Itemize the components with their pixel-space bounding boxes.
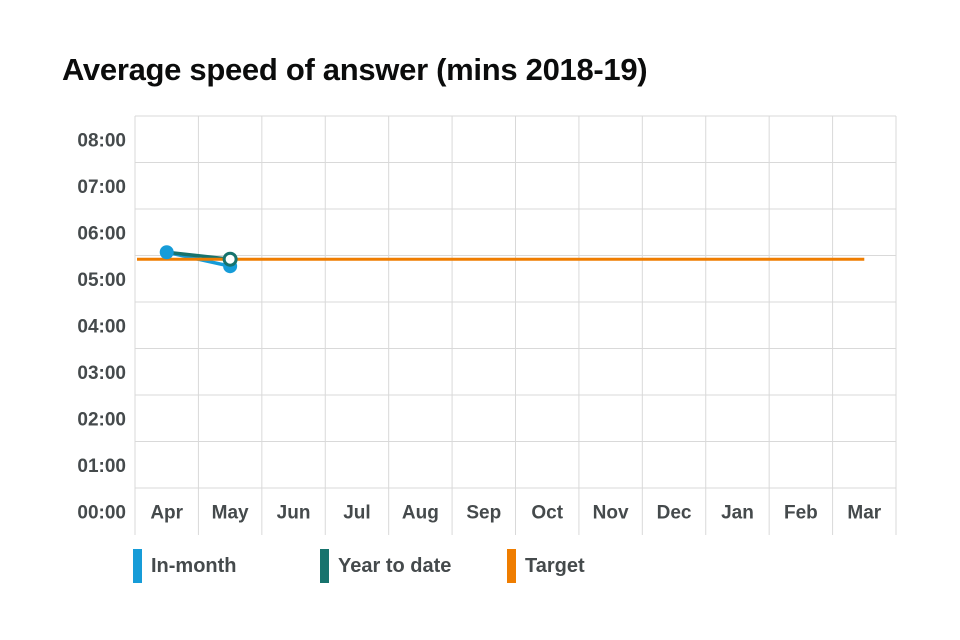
x-axis-month-label: Feb — [784, 502, 818, 523]
line-chart-canvas: 08:00 07:00 06:00 05:00 04:00 03:00 02:00 01:00… — [77, 115, 897, 535]
x-axis-month-label: Apr — [150, 502, 183, 523]
year-to-date-swatch-icon — [320, 549, 329, 583]
y-axis-tick-label: 05:00 — [77, 270, 126, 291]
in-month-swatch-icon — [133, 549, 142, 583]
y-axis-tick-label: 04:00 — [77, 316, 126, 337]
x-axis-month-label: Jun — [277, 502, 311, 523]
y-axis-tick-label: 00:00 — [77, 502, 126, 523]
x-axis-month-label: Nov — [593, 502, 629, 523]
data-point-filled — [159, 245, 174, 260]
x-axis-month-label: Dec — [657, 502, 692, 523]
y-axis-tick-label: 07:00 — [77, 177, 126, 198]
legend-label-year-to-date: Year to date — [338, 554, 452, 577]
x-axis-month-label: Jan — [721, 502, 754, 523]
y-axis-tick-label: 06:00 — [77, 223, 126, 244]
legend-item-in-month: In-month — [133, 549, 320, 583]
y-axis-tick-label: 03:00 — [77, 363, 126, 384]
legend-label-target: Target — [525, 554, 585, 577]
y-axis-tick-label: 08:00 — [77, 130, 126, 151]
x-axis-month-label: Jul — [343, 502, 370, 523]
x-axis-month-label: May — [212, 502, 249, 523]
chart-legend: In-month Year to date Target — [133, 549, 585, 583]
target-swatch-icon — [507, 549, 516, 583]
y-axis-tick-label: 02:00 — [77, 409, 126, 430]
x-axis-month-label: Aug — [402, 502, 439, 523]
y-axis-tick-label: 01:00 — [77, 456, 126, 477]
x-axis-month-label: Oct — [531, 502, 563, 523]
data-point-open — [222, 251, 238, 267]
x-axis-month-label: Sep — [466, 502, 501, 523]
legend-label-in-month: In-month — [151, 554, 237, 577]
x-axis-month-label: Mar — [847, 502, 881, 523]
legend-item-year-to-date: Year to date — [320, 549, 507, 583]
chart-title: Average speed of answer (mins 2018-19) — [62, 52, 648, 87]
legend-item-target: Target — [507, 549, 585, 583]
